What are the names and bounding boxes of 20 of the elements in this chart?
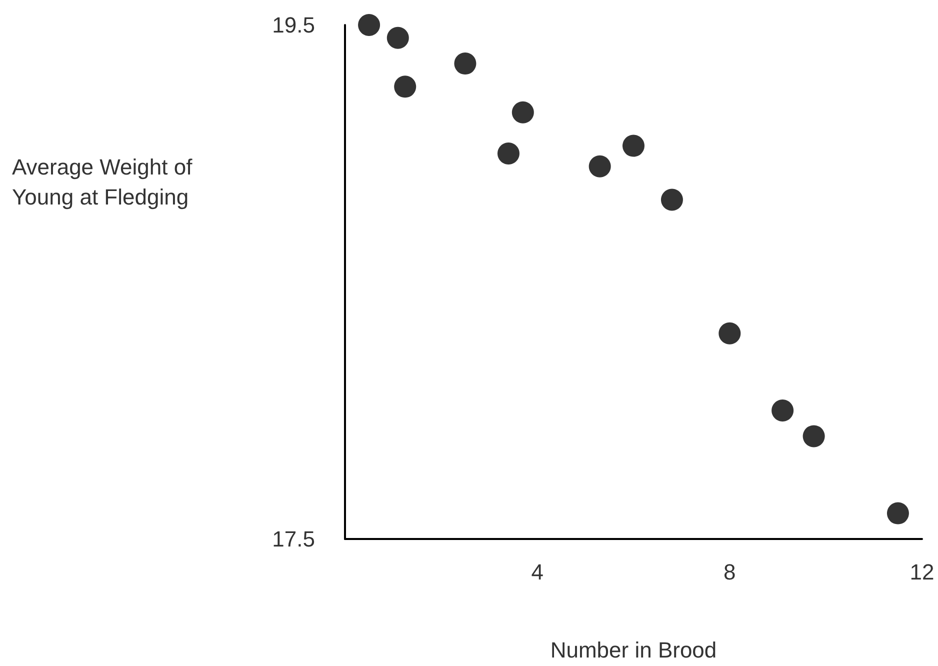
point bbox=[512, 101, 534, 124]
x-tick-label: 12 bbox=[910, 560, 934, 584]
point bbox=[718, 322, 741, 344]
x-tick-label: 4 bbox=[531, 560, 544, 584]
point bbox=[358, 14, 380, 36]
point bbox=[622, 134, 644, 157]
point bbox=[498, 142, 520, 164]
y-tick-label: 17.5 bbox=[272, 526, 315, 552]
point bbox=[588, 155, 611, 178]
point bbox=[660, 188, 683, 211]
point bbox=[772, 400, 794, 422]
x-tick-label: 8 bbox=[724, 560, 736, 584]
x-axis-title: Number in Brood bbox=[550, 638, 717, 662]
point bbox=[802, 425, 825, 448]
point bbox=[886, 502, 909, 524]
point bbox=[394, 76, 416, 98]
y-tick-label: 19.5 bbox=[272, 12, 315, 38]
point bbox=[386, 26, 409, 49]
point bbox=[454, 52, 476, 75]
y-axis-title: Average Weight of Young at Fledging bbox=[12, 154, 198, 210]
